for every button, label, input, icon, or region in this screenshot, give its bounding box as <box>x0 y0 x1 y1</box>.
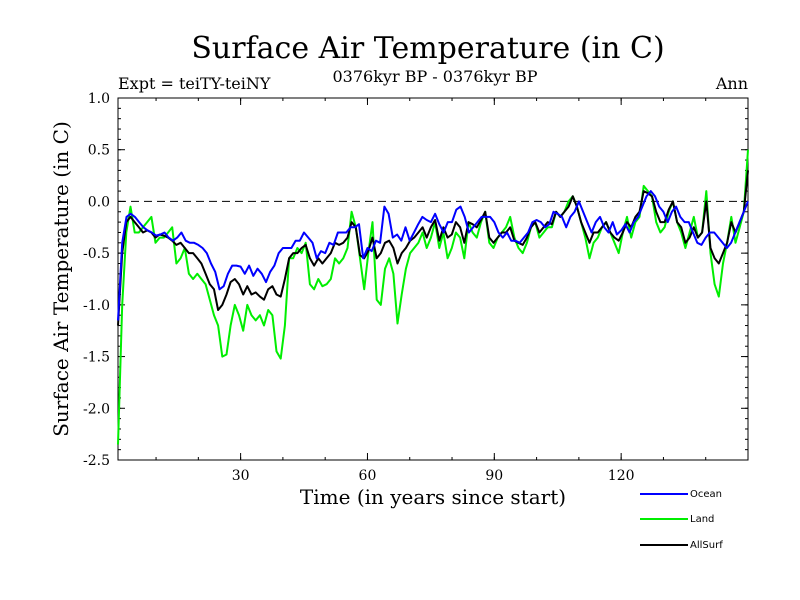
chart-subtitle: 0376kyr BP - 0376kyr BP <box>333 67 538 86</box>
y-tick-label: 1.0 <box>88 91 110 107</box>
x-tick-label: 60 <box>359 468 377 484</box>
legend-label-land: Land <box>690 514 714 525</box>
legend: Ocean Land AllSurf <box>640 489 723 551</box>
plot-frame <box>117 97 749 461</box>
legend-label-allsurf: AllSurf <box>690 540 723 551</box>
plot-area: 1.0 0.5 0.0 -0.5 -1.0 -1.5 -2.0 -2.5 30 60 90 120 <box>83 91 749 484</box>
y-tick-label: -0.5 <box>83 246 110 262</box>
y-tick-label: -2.0 <box>83 401 110 417</box>
experiment-label: Expt = teiTY-teiNY <box>118 74 271 93</box>
y-tick-label: -2.5 <box>83 453 110 469</box>
x-tick-label: 30 <box>232 468 250 484</box>
series-line-ocean <box>117 190 749 321</box>
y-tick-label: 0.0 <box>88 194 110 210</box>
x-axis-label: Time (in years since start) <box>300 485 566 509</box>
y-tick-label: -1.0 <box>83 298 110 314</box>
y-axis-label: Surface Air Temperature (in C) <box>49 121 73 437</box>
y-tick-label: -1.5 <box>83 350 110 366</box>
chart-title: Surface Air Temperature (in C) <box>191 31 664 66</box>
period-label: Ann <box>715 74 748 93</box>
legend-label-ocean: Ocean <box>690 489 722 500</box>
series-line-allsurf <box>117 170 749 326</box>
x-tick-label: 120 <box>608 468 635 484</box>
y-tick-label: 0.5 <box>88 143 110 159</box>
x-tick-label: 90 <box>485 468 503 484</box>
